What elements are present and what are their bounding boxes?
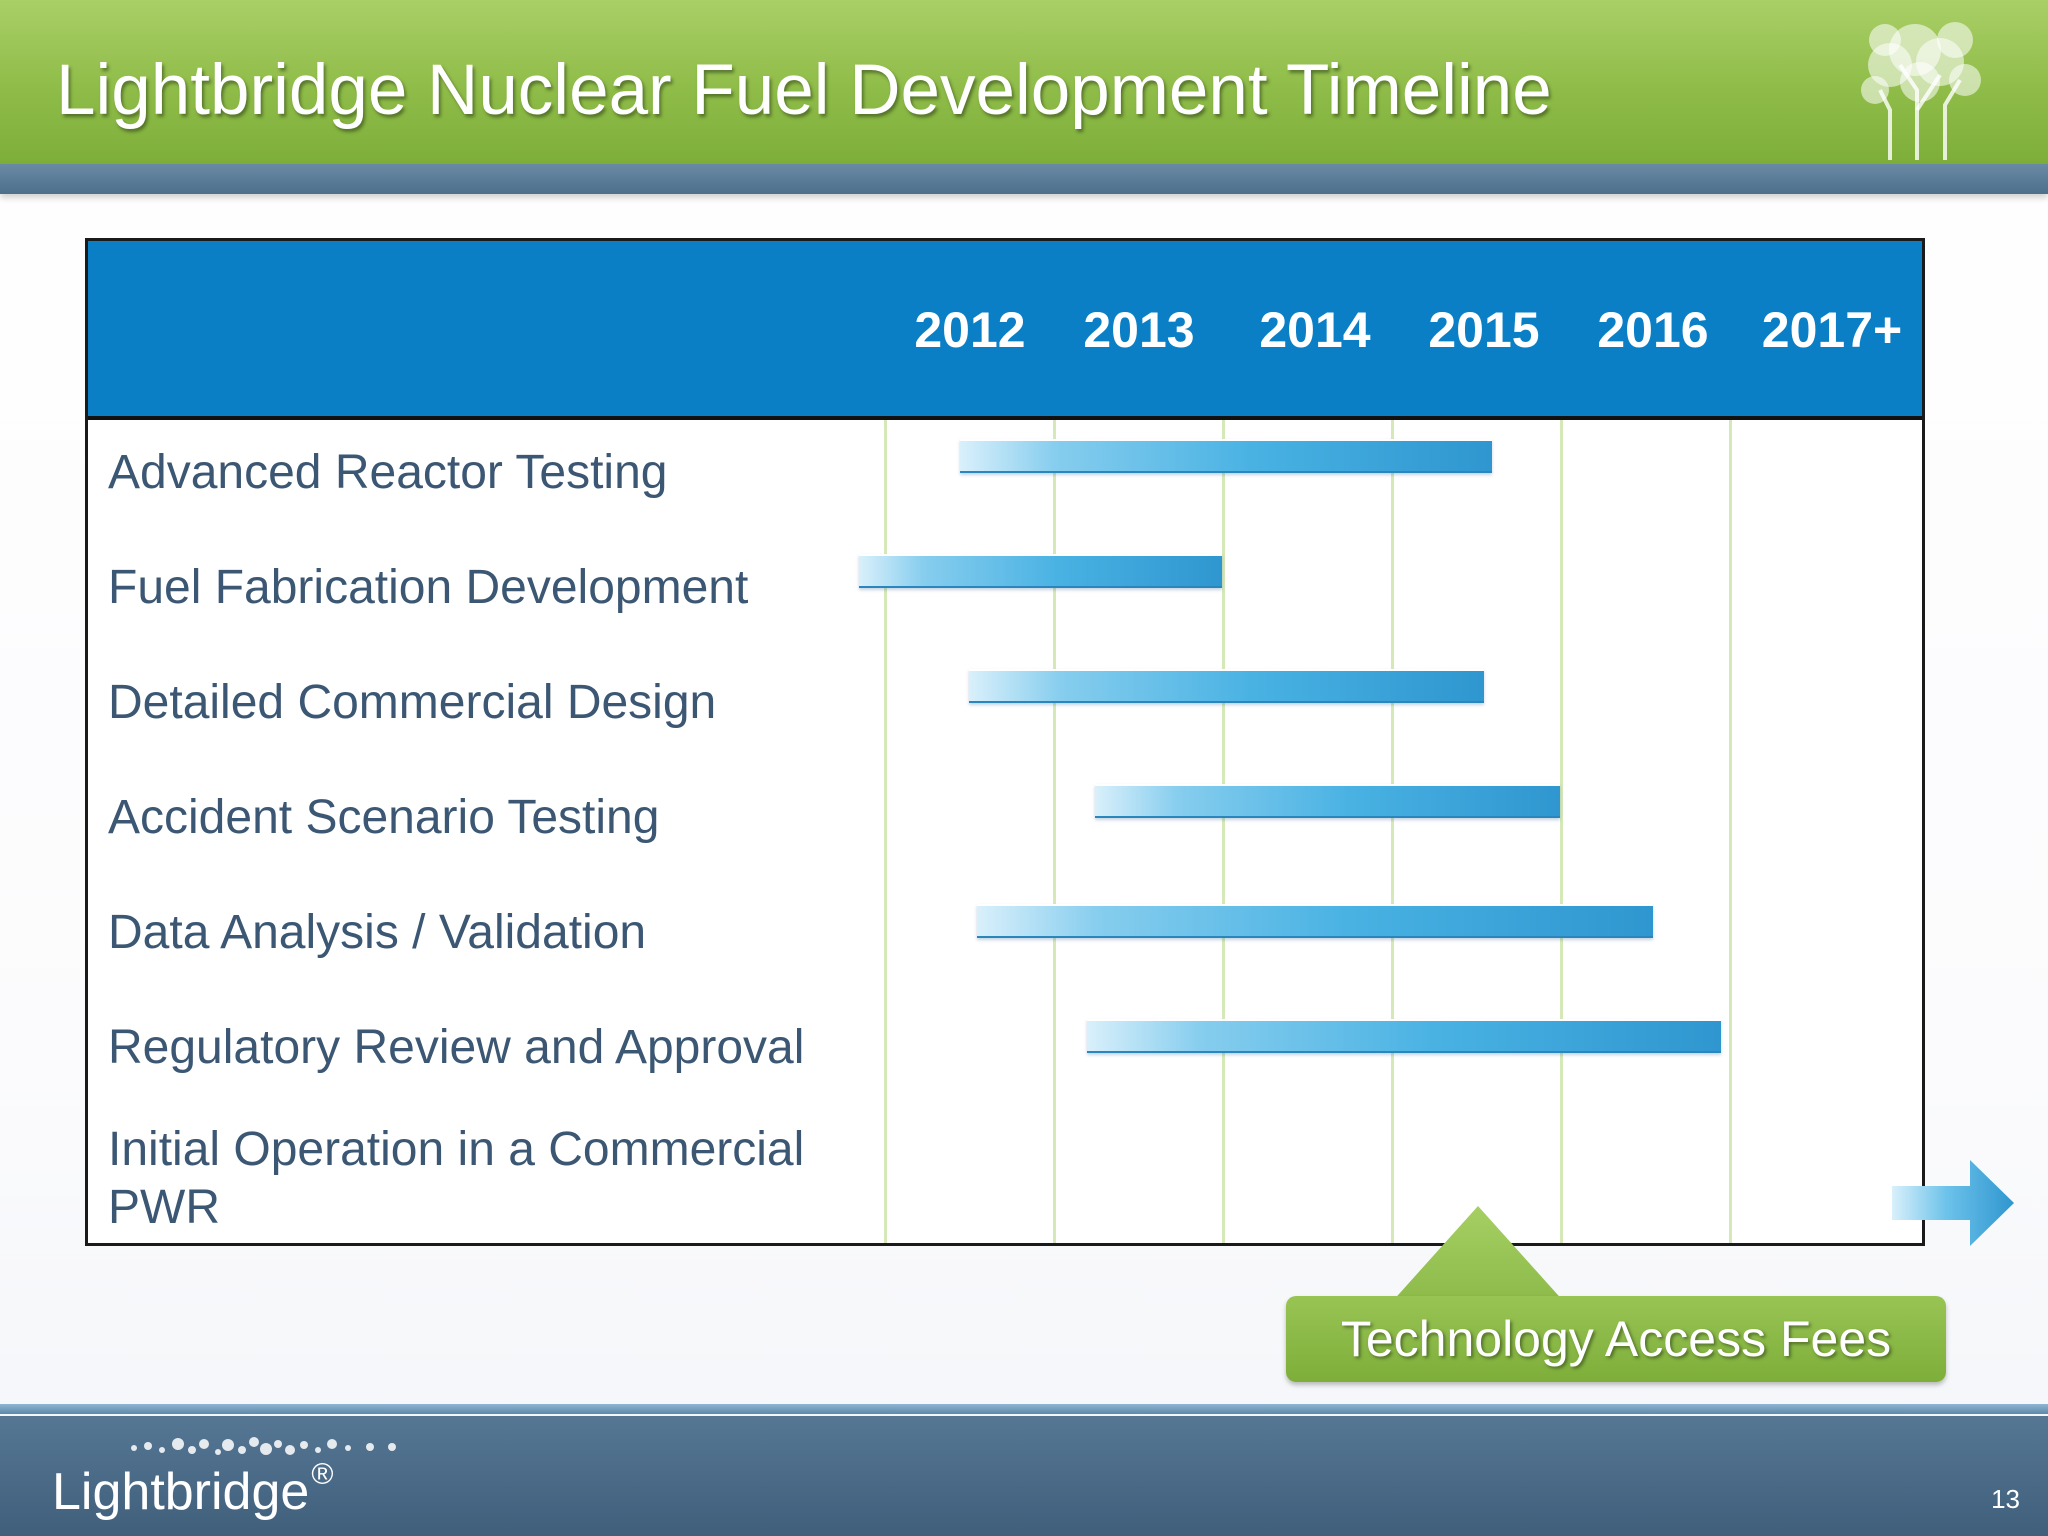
slide-title: Lightbridge Nuclear Fuel Development Tim…	[56, 51, 1552, 130]
year-2012: 2012	[914, 302, 1026, 358]
year-2013: 2013	[1083, 302, 1195, 358]
task-label-initial-operation-line2: PWR	[108, 1181, 220, 1234]
task-label-accident-scenario-testing: Accident Scenario Testing	[108, 791, 660, 844]
year-2015: 2015	[1428, 302, 1540, 358]
task-label-initial-operation: Initial Operation in a Commercial PWR	[108, 1121, 804, 1237]
lightbridge-dots-logo-icon	[131, 1437, 396, 1455]
year-2014: 2014	[1259, 302, 1371, 358]
brand-name: Lightbridge	[52, 1463, 310, 1521]
gantt-table: 2012 2013 2014 2015 2016 2017+ Advanced …	[85, 238, 1925, 1246]
gantt-bar	[976, 904, 1653, 938]
title-accent-strip	[0, 164, 2048, 194]
grid-line	[884, 420, 887, 1243]
footer-band	[0, 1416, 2048, 1536]
technology-access-fees-callout: Technology Access Fees	[1286, 1296, 1946, 1382]
task-label-regulatory-review: Regulatory Review and Approval	[108, 1021, 805, 1074]
gantt-bar	[1086, 1019, 1721, 1053]
registered-mark: ®	[311, 1458, 334, 1491]
task-label-initial-operation-line1: Initial Operation in a Commercial	[108, 1123, 805, 1176]
page-number: 13	[1991, 1484, 2020, 1514]
grid-line	[1729, 420, 1732, 1243]
year-2016: 2016	[1597, 302, 1709, 358]
continuation-arrow-icon	[1892, 1160, 2014, 1246]
gantt-bar	[968, 669, 1484, 703]
gantt-bar	[858, 554, 1222, 588]
title-band	[0, 0, 2048, 164]
task-label-detailed-commercial-design: Detailed Commercial Design	[108, 676, 717, 729]
gantt-bar	[1095, 784, 1560, 818]
footer-accent-line	[0, 1404, 2048, 1414]
grid-line	[1391, 420, 1394, 1243]
lightbridge-brand: Lightbridge®	[52, 1458, 333, 1522]
grid-line	[1222, 420, 1225, 1243]
gantt-bar	[960, 439, 1493, 473]
task-label-fuel-fabrication-development: Fuel Fabrication Development	[108, 561, 749, 614]
task-label-advanced-reactor-testing: Advanced Reactor Testing	[108, 446, 668, 499]
year-2017-plus: 2017+	[1761, 302, 1903, 358]
callout-pointer-icon	[1390, 1206, 1566, 1304]
task-label-data-analysis-validation: Data Analysis / Validation	[108, 906, 647, 959]
grid-line	[1053, 420, 1056, 1243]
grid-line	[1560, 420, 1563, 1243]
gantt-header: 2012 2013 2014 2015 2016 2017+	[88, 241, 1922, 420]
tree-icon	[1861, 22, 1981, 160]
